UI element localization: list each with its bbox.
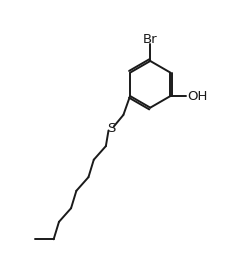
Text: Br: Br [143,33,158,46]
Text: S: S [107,122,115,135]
Text: OH: OH [188,90,208,102]
